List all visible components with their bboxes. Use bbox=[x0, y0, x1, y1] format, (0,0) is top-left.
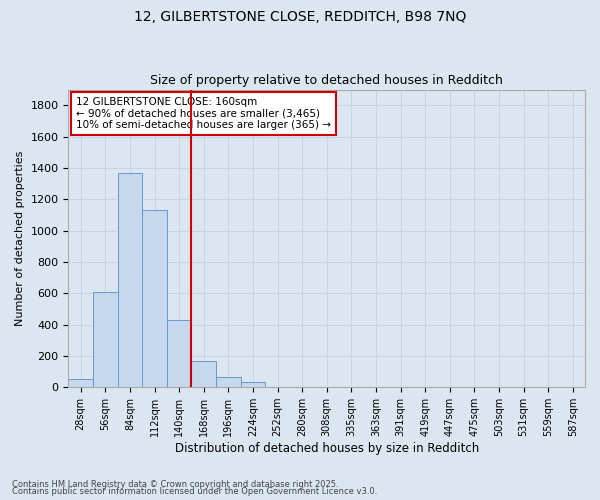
Text: Contains public sector information licensed under the Open Government Licence v3: Contains public sector information licen… bbox=[12, 487, 377, 496]
Bar bbox=[216, 377, 241, 387]
Text: 12 GILBERTSTONE CLOSE: 160sqm
← 90% of detached houses are smaller (3,465)
10% o: 12 GILBERTSTONE CLOSE: 160sqm ← 90% of d… bbox=[76, 97, 331, 130]
Bar bbox=[68, 378, 93, 387]
Bar bbox=[142, 210, 167, 387]
Y-axis label: Number of detached properties: Number of detached properties bbox=[15, 150, 25, 326]
Text: 12, GILBERTSTONE CLOSE, REDDITCH, B98 7NQ: 12, GILBERTSTONE CLOSE, REDDITCH, B98 7N… bbox=[134, 10, 466, 24]
X-axis label: Distribution of detached houses by size in Redditch: Distribution of detached houses by size … bbox=[175, 442, 479, 455]
Bar bbox=[191, 360, 216, 387]
Bar bbox=[167, 320, 191, 387]
Bar bbox=[241, 382, 265, 387]
Title: Size of property relative to detached houses in Redditch: Size of property relative to detached ho… bbox=[150, 74, 503, 87]
Bar bbox=[118, 174, 142, 387]
Text: Contains HM Land Registry data © Crown copyright and database right 2025.: Contains HM Land Registry data © Crown c… bbox=[12, 480, 338, 489]
Bar bbox=[93, 292, 118, 387]
